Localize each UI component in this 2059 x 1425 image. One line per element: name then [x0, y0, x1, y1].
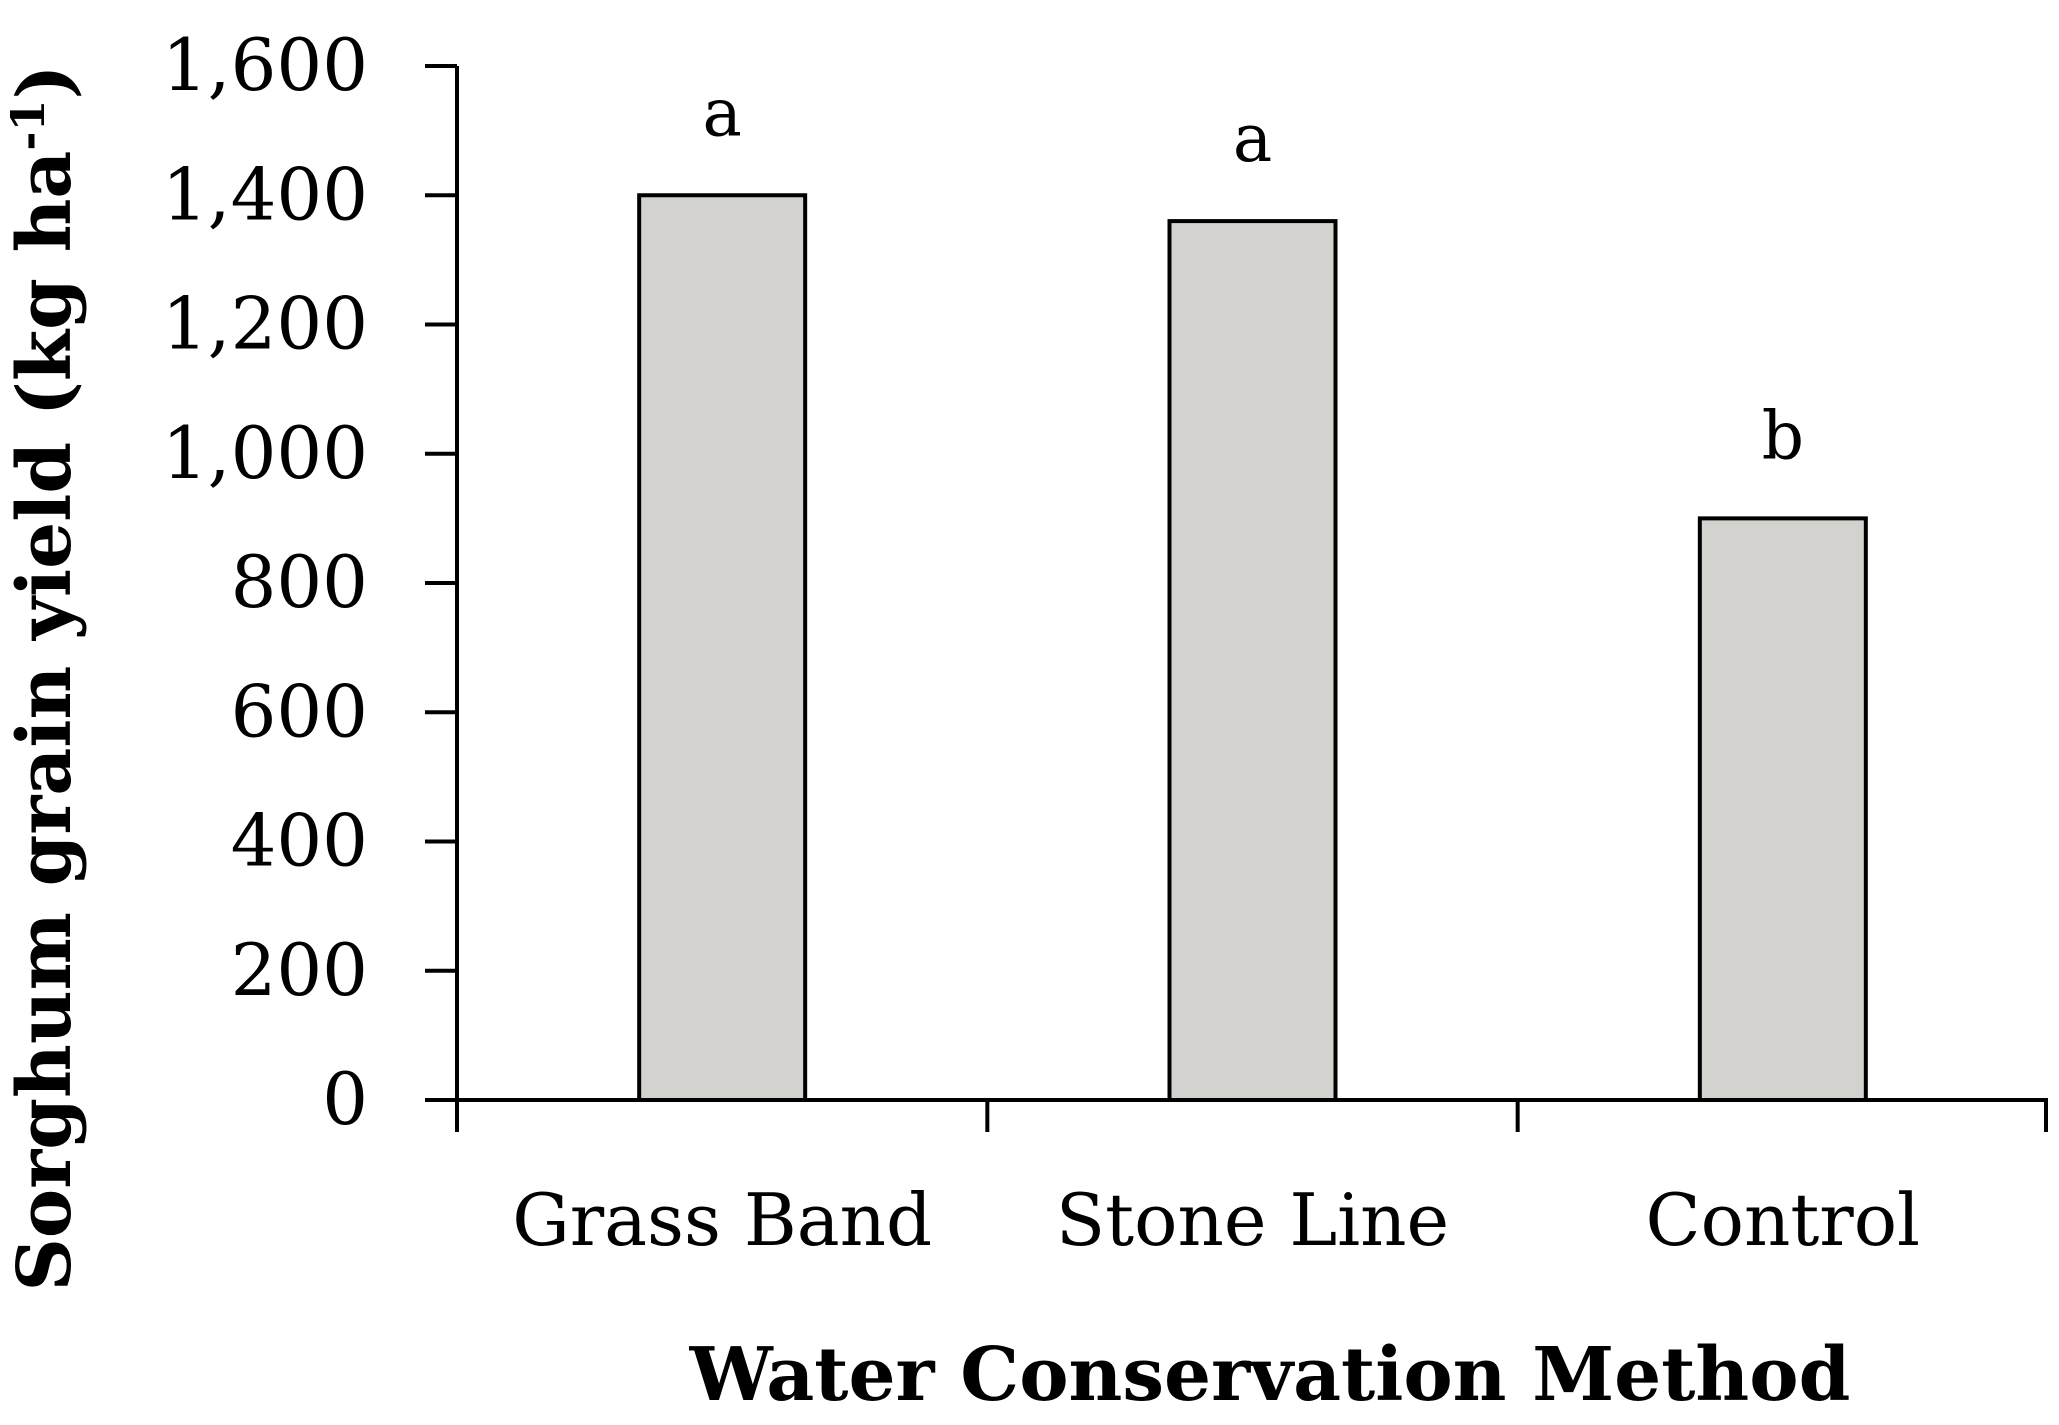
y-tick-label: 1,600: [162, 23, 368, 107]
x-axis-ticks: Grass Band Stone Line Control: [455, 1100, 2048, 1262]
significance-letters: a a b: [702, 74, 1803, 474]
bar-grass-band: [637, 193, 808, 1102]
bar-stone-line: [1167, 219, 1338, 1103]
y-axis-title-main: Sorghum grain yield (kg ha: [2, 151, 88, 1292]
y-axis-title-close: ): [2, 64, 88, 99]
x-category-label: Grass Band: [512, 1178, 932, 1262]
y-tick-label: 800: [231, 540, 368, 624]
bars: [637, 193, 1868, 1103]
x-category-label: Stone Line: [1056, 1178, 1449, 1262]
significance-letter: a: [702, 74, 741, 151]
y-tick-label: 0: [322, 1057, 368, 1141]
x-category-label: Control: [1646, 1178, 1921, 1262]
x-axis-title: Water Conservation Method: [689, 1332, 1851, 1418]
y-axis-title: Sorghum grain yield (kg ha-1): [1, 64, 88, 1291]
y-tick-label: 1,200: [162, 282, 368, 366]
y-axis-ticks: 0 200 400 600 800 1,000 1,200 1,400 1,600: [162, 23, 457, 1141]
significance-letter: a: [1233, 100, 1272, 177]
y-axis-title-superscript: -1: [1, 100, 55, 151]
y-tick-label: 600: [231, 669, 368, 753]
y-tick-label: 1,000: [162, 411, 368, 495]
y-tick-label: 1,400: [162, 152, 368, 236]
y-tick-label: 200: [231, 928, 368, 1012]
significance-letter: b: [1762, 397, 1804, 474]
bar-control: [1697, 516, 1868, 1102]
y-tick-label: 400: [231, 799, 368, 883]
